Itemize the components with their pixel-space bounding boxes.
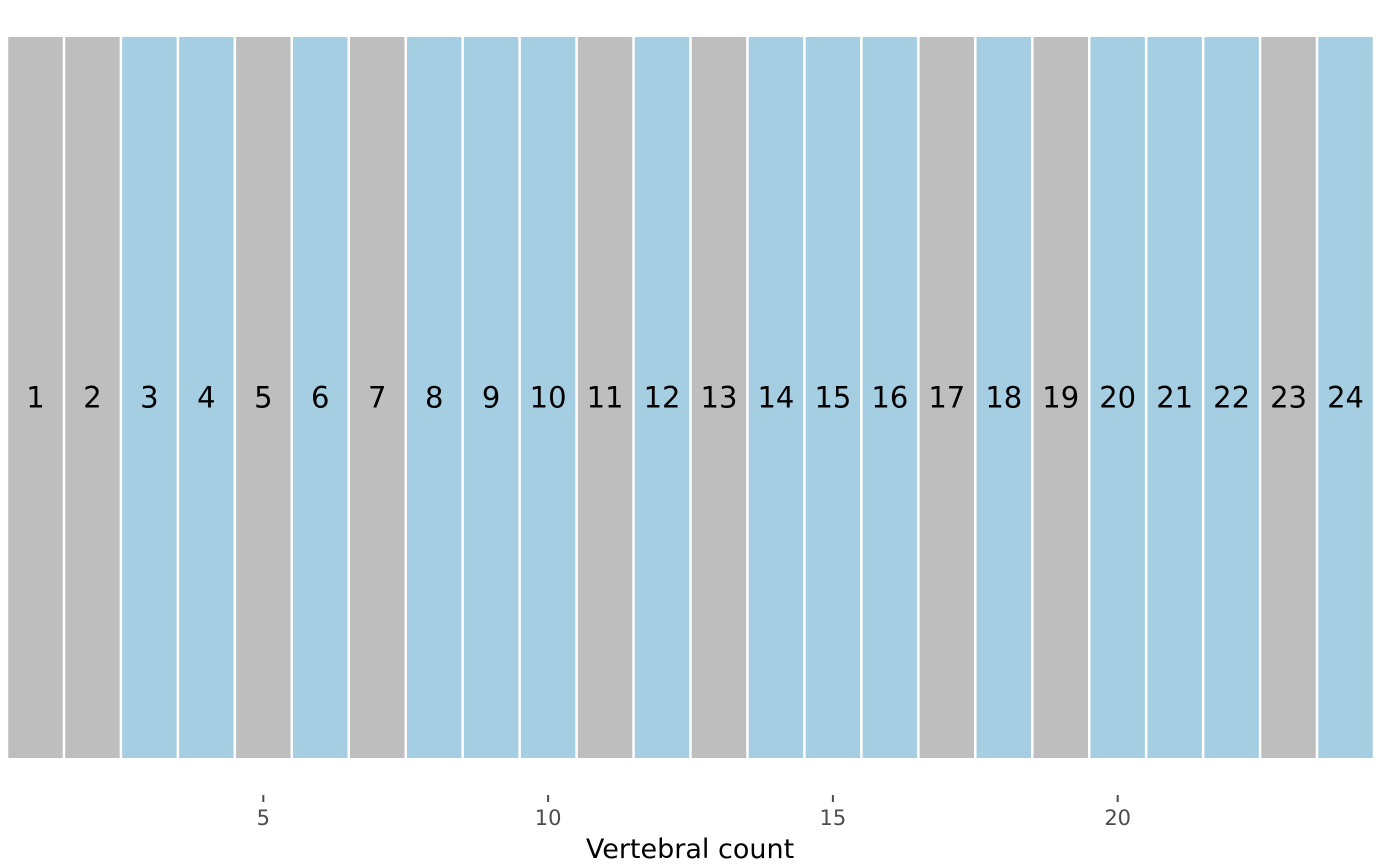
segment-label-7: 7: [368, 381, 386, 415]
segment-label-15: 15: [814, 381, 851, 415]
segment-bar-24: [1318, 37, 1373, 758]
segment-label-21: 21: [1156, 381, 1193, 415]
segment-label-1: 1: [26, 381, 44, 415]
segment-bar-6: [293, 37, 348, 758]
segment-bar-20: [1090, 37, 1145, 758]
segment-bar-23: [1261, 37, 1316, 758]
segment-label-18: 18: [985, 381, 1022, 415]
segment-label-10: 10: [530, 381, 567, 415]
segment-bar-12: [634, 37, 690, 758]
x-tick-label-15: 15: [820, 806, 847, 830]
segment-bar-17: [919, 37, 975, 758]
segment-label-17: 17: [928, 381, 965, 415]
segment-bar-1: [8, 37, 63, 758]
segments-layer: [8, 37, 1373, 758]
x-axis-title: Vertebral count: [586, 834, 794, 865]
segment-label-11: 11: [587, 381, 624, 415]
segment-label-13: 13: [701, 381, 738, 415]
segment-bar-21: [1147, 37, 1202, 758]
segment-bar-10: [520, 37, 576, 758]
segment-bar-4: [179, 37, 234, 758]
segment-labels-layer: 1 2 3 4 5 6 7 8 9 10 11 12 13 14 15 16 17 18 19 20 21 22 23 24: [26, 381, 1364, 415]
segment-label-19: 19: [1042, 381, 1079, 415]
segment-label-9: 9: [482, 381, 500, 415]
segment-label-6: 6: [311, 381, 329, 415]
segment-label-20: 20: [1099, 381, 1136, 415]
segment-label-4: 4: [197, 381, 215, 415]
x-tick-label-10: 10: [535, 806, 562, 830]
segment-label-2: 2: [83, 381, 101, 415]
segment-label-5: 5: [254, 381, 272, 415]
segment-bar-11: [577, 37, 633, 758]
segment-label-24: 24: [1327, 381, 1364, 415]
segment-bar-13: [691, 37, 747, 758]
segment-label-14: 14: [757, 381, 794, 415]
segment-bar-2: [65, 37, 120, 758]
segment-label-23: 23: [1270, 381, 1307, 415]
segment-bar-5: [236, 37, 291, 758]
x-tick-label-20: 20: [1104, 806, 1131, 830]
segment-bar-18: [976, 37, 1031, 758]
segment-label-3: 3: [140, 381, 158, 415]
segment-bar-16: [862, 37, 918, 758]
segment-bar-19: [1033, 37, 1088, 758]
segment-bar-15: [805, 37, 861, 758]
segment-bar-7: [350, 37, 405, 758]
segment-label-16: 16: [871, 381, 908, 415]
x-axis: 5 10 15 20: [257, 795, 1131, 830]
segment-bar-22: [1204, 37, 1259, 758]
segment-bar-9: [463, 37, 519, 758]
x-tick-label-5: 5: [257, 806, 270, 830]
segment-label-22: 22: [1213, 381, 1250, 415]
segment-bar-8: [406, 37, 462, 758]
segment-label-12: 12: [644, 381, 681, 415]
segment-label-8: 8: [425, 381, 443, 415]
segment-bar-14: [748, 37, 804, 758]
segment-bar-3: [122, 37, 177, 758]
